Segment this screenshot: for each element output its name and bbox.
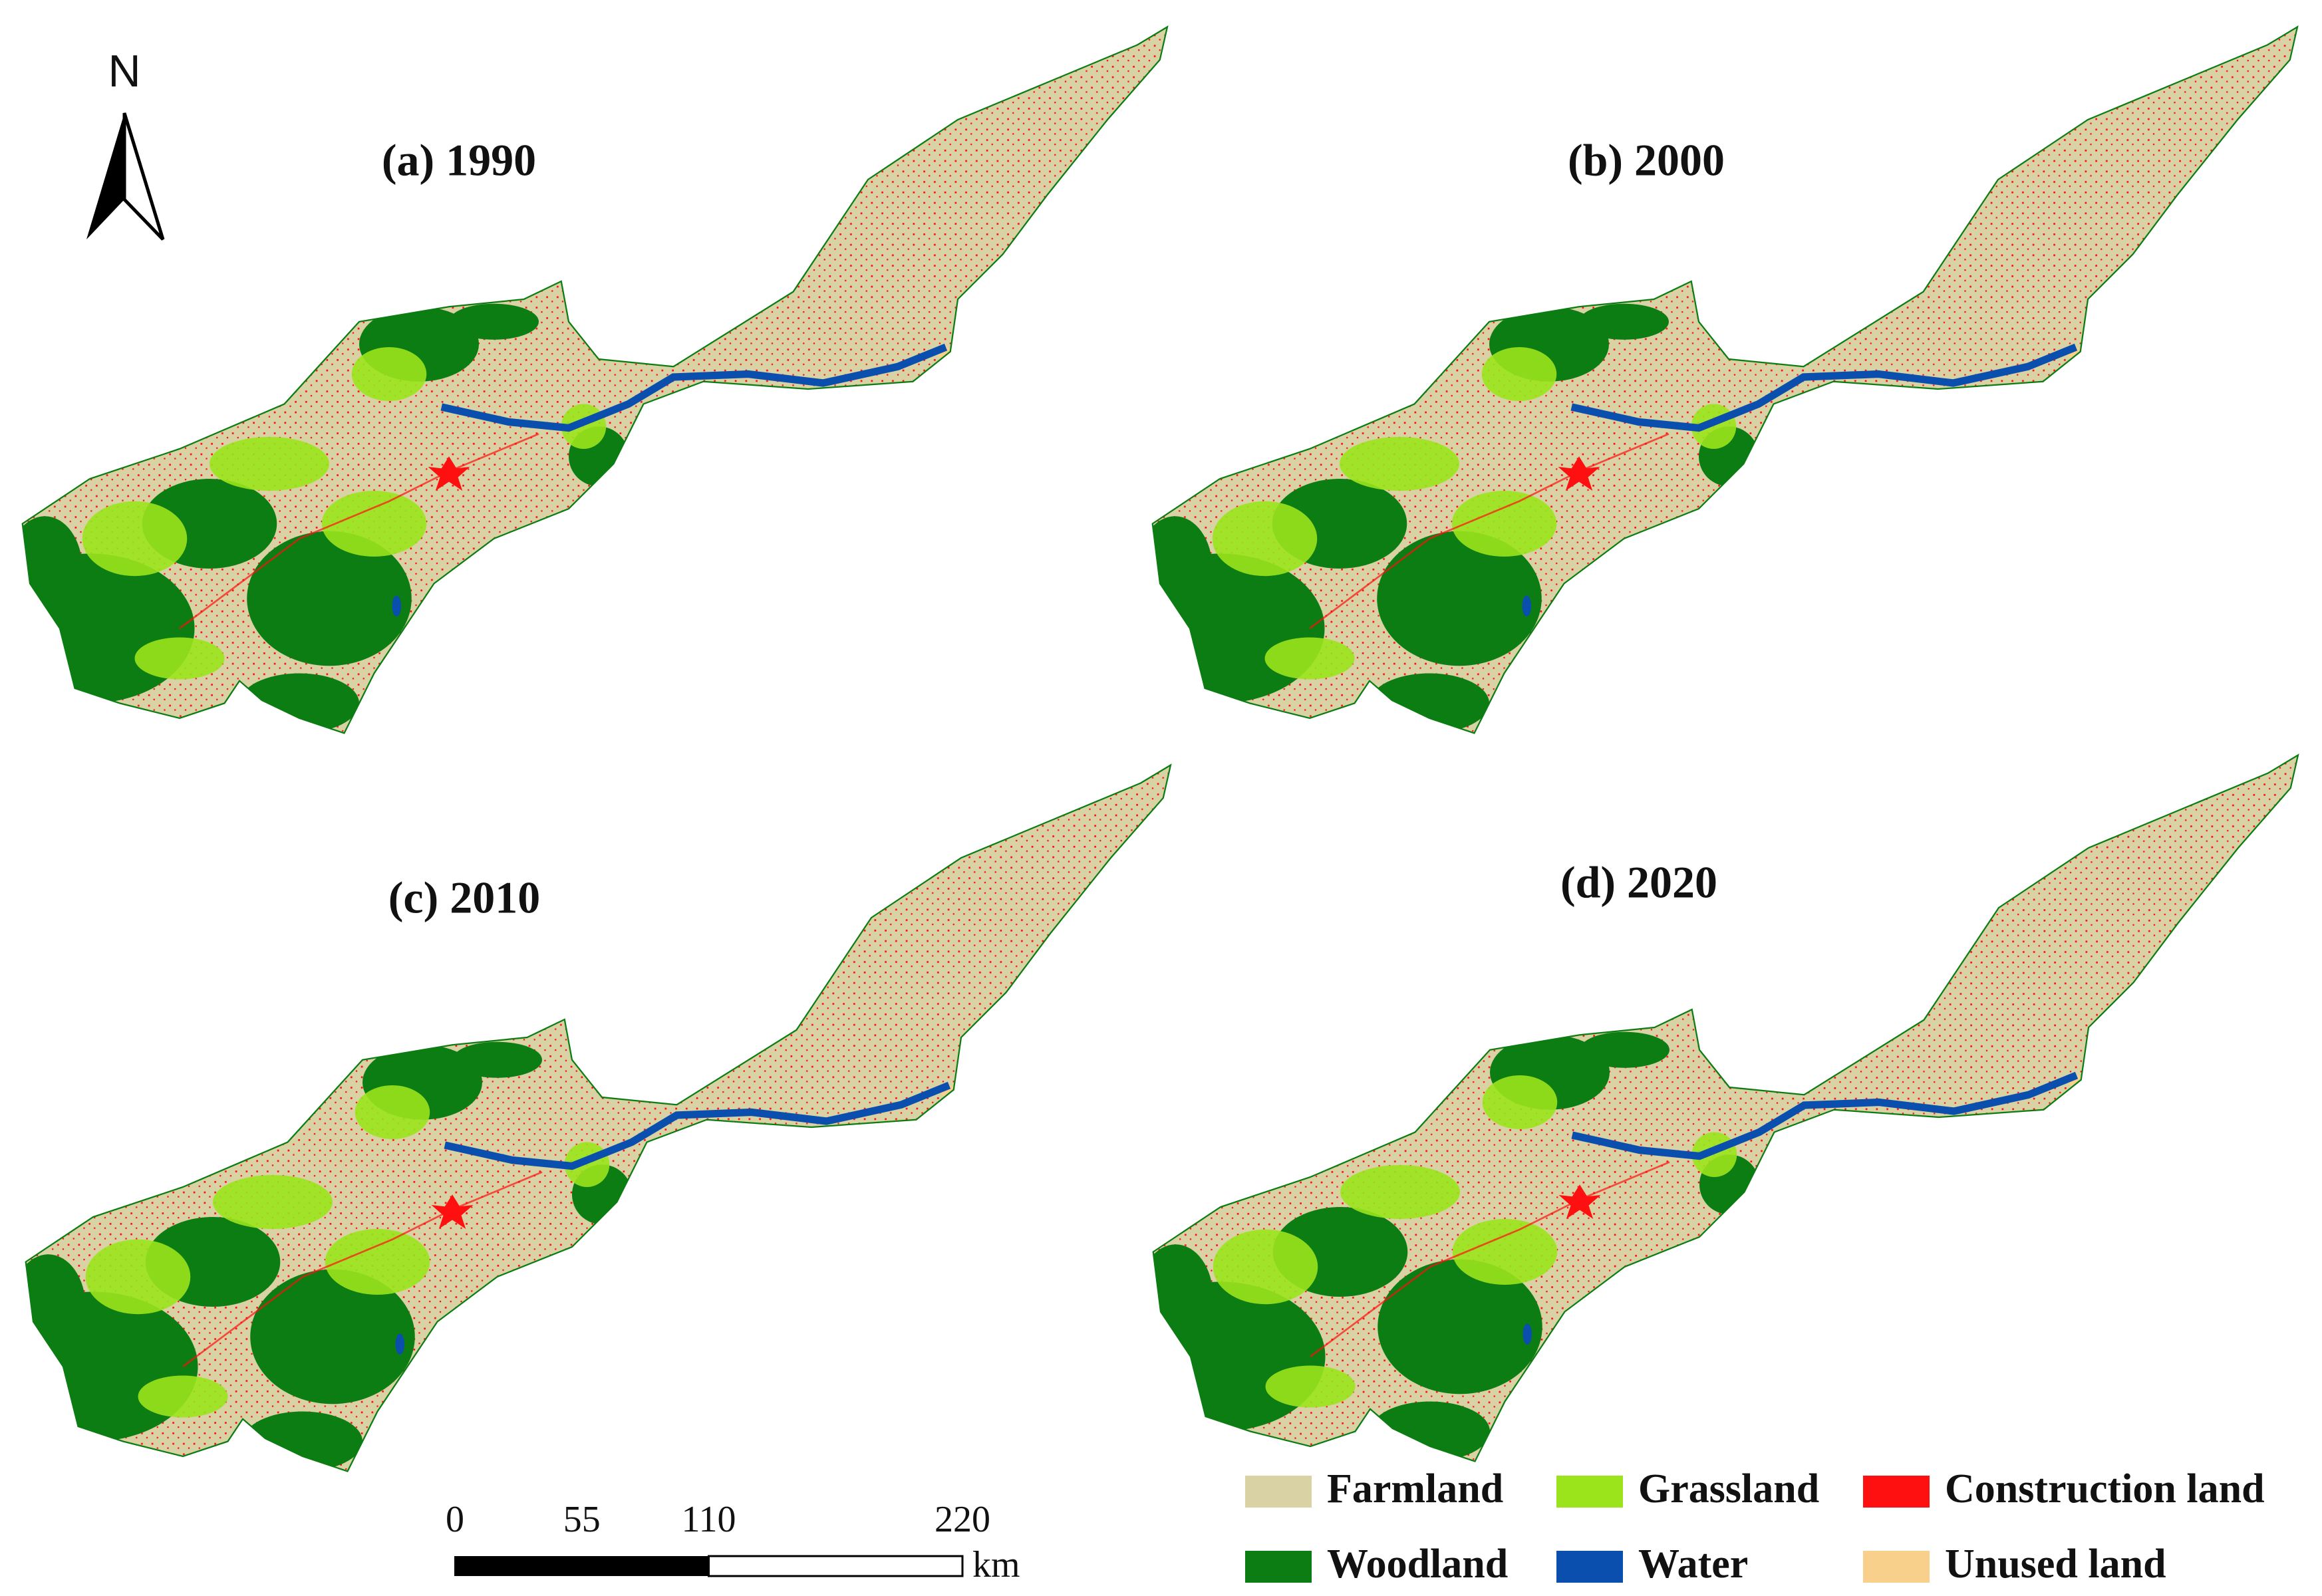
region-outline <box>21 25 1169 734</box>
maps <box>21 25 2299 1472</box>
north-arrow: N <box>86 46 165 241</box>
woodland-patch <box>1377 531 1542 666</box>
legend-label: Grassland <box>1638 1466 1819 1512</box>
reservoir <box>1522 595 1531 616</box>
map-panel <box>1151 25 2299 734</box>
legend-swatch <box>1556 1476 1623 1508</box>
legend: Farmland Grassland Construction land Woodla… <box>1245 1466 2265 1587</box>
legend-label: Farmland <box>1327 1466 1503 1512</box>
legend-label: Water <box>1638 1541 1748 1587</box>
city <box>428 456 470 491</box>
grassland-patch <box>85 1239 191 1315</box>
legend-swatch <box>1245 1476 1312 1508</box>
reservoir <box>1523 1323 1532 1345</box>
river <box>440 343 948 432</box>
woodland-patch <box>449 303 539 340</box>
reservoir <box>395 1333 404 1355</box>
woodland-patch <box>1580 1031 1669 1068</box>
scale-bar-white <box>708 1555 964 1577</box>
grassland-patch <box>82 501 188 577</box>
land-cover <box>25 765 1171 1472</box>
grassland-patch <box>325 1229 430 1295</box>
map-panel <box>25 763 1172 1472</box>
grassland-patch <box>138 1375 228 1418</box>
woodland-patch <box>1370 1401 1490 1462</box>
woodland-patch <box>243 1411 363 1472</box>
grassland-patch <box>1481 347 1557 401</box>
scale-label: 0 <box>446 1499 464 1540</box>
region-outline <box>25 763 1172 1472</box>
road <box>182 1171 543 1368</box>
panel-title: (d) 2020 <box>1560 857 1717 908</box>
grassland-patch <box>1340 1165 1460 1219</box>
grassland-patch <box>210 437 329 491</box>
grassland-patch <box>1264 637 1355 680</box>
road <box>179 433 539 630</box>
road <box>1310 1161 1670 1358</box>
scale-label: 110 <box>682 1499 736 1540</box>
woodland-patch <box>239 673 359 733</box>
panel-title: (c) 2010 <box>388 872 540 923</box>
grassland-patch <box>1452 1219 1558 1285</box>
grassland-patch <box>1340 437 1459 491</box>
legend-label: Woodland <box>1327 1541 1508 1587</box>
city <box>1558 1184 1601 1219</box>
woodland-patch <box>452 1041 542 1078</box>
legend-swatch <box>1863 1476 1930 1508</box>
grassland-patch <box>1213 1229 1318 1305</box>
land-cover <box>22 27 1167 733</box>
woodland-patch <box>247 531 412 666</box>
panel-title: (b) 2000 <box>1568 135 1725 186</box>
grassland-patch <box>213 1175 333 1229</box>
city <box>1558 456 1600 491</box>
panel-title: (a) 1990 <box>382 135 536 186</box>
grassland-patch <box>1549 613 1609 674</box>
woodland-patch <box>1579 303 1669 340</box>
legend-swatch <box>1245 1551 1312 1583</box>
grassland-patch <box>419 613 479 674</box>
legend-swatch <box>1556 1551 1623 1583</box>
woodland-patch <box>250 1269 415 1404</box>
scale-label: 220 <box>935 1499 990 1540</box>
grassland-patch <box>1265 1365 1356 1408</box>
legend-label: Construction land <box>1945 1466 2265 1512</box>
region-outline <box>1152 753 2299 1462</box>
reservoir <box>392 595 401 616</box>
grassland-patch <box>351 347 427 401</box>
woodland-patch <box>1153 1281 1326 1432</box>
grassland-patch <box>1212 501 1318 577</box>
river <box>1570 343 2078 432</box>
woodland-patch <box>1378 1259 1542 1395</box>
region-outline <box>1151 25 2299 734</box>
land-cover <box>1152 27 2297 733</box>
legend-label: Unused land <box>1945 1541 2166 1587</box>
grassland-patch <box>422 1351 482 1412</box>
river <box>444 1081 951 1170</box>
grassland-patch <box>1550 1341 1610 1402</box>
legend-swatch <box>1863 1551 1930 1583</box>
grassland-patch <box>321 491 427 557</box>
city <box>431 1194 474 1229</box>
woodland-patch <box>1370 673 1489 733</box>
scale-label: 55 <box>563 1499 601 1540</box>
grassland-patch <box>134 637 225 680</box>
river <box>1571 1071 2079 1160</box>
woodland-patch <box>1152 553 1325 704</box>
road <box>1309 433 1669 630</box>
north-label: N <box>108 46 140 96</box>
grassland-patch <box>1482 1075 1558 1129</box>
arrow-left <box>86 113 124 239</box>
map-panel <box>21 25 1169 734</box>
arrow-right <box>122 112 165 241</box>
grassland-patch <box>1451 491 1557 557</box>
scale-unit: km <box>972 1544 1020 1585</box>
grassland-patch <box>355 1085 430 1139</box>
